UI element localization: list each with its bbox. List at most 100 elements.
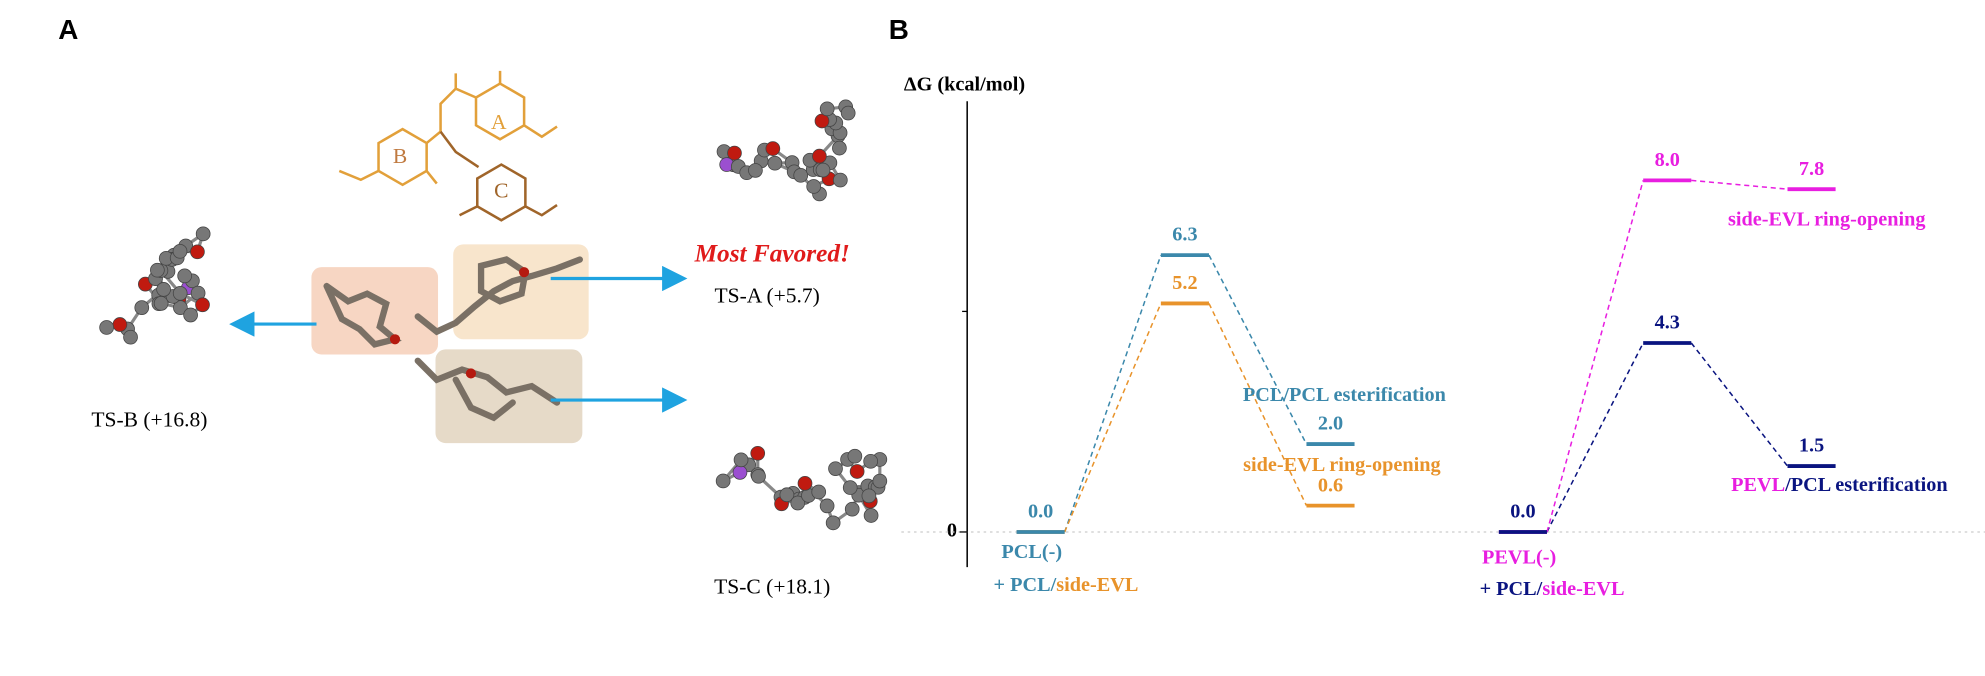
annotation-part: side-EVL ring-opening — [1243, 453, 1440, 475]
atom — [811, 484, 827, 500]
atom — [842, 480, 858, 495]
annotation: + PCL/side-EVL — [993, 574, 1138, 596]
atom — [195, 297, 210, 313]
atom — [751, 468, 766, 484]
value-label: 8.0 — [1655, 149, 1680, 171]
atom — [750, 445, 766, 461]
value-label: 0.0 — [1028, 501, 1053, 523]
annotation: side-EVL ring-opening — [1728, 208, 1925, 230]
atom — [779, 487, 795, 503]
annotation: PEVL(-) — [1482, 546, 1556, 568]
atom — [123, 329, 138, 345]
connector — [1691, 179, 1788, 190]
atom — [765, 141, 781, 156]
panel-label: B — [889, 14, 909, 45]
atom — [872, 473, 888, 489]
ring-label: C — [494, 178, 508, 202]
molecules — [99, 99, 888, 531]
annotation-part: /PCL esterification — [1784, 474, 1948, 496]
connector — [1208, 303, 1308, 506]
annotation-part: + PCL/ — [993, 574, 1056, 596]
annotation-part: PCL/PCL esterification — [1243, 384, 1446, 406]
annotation-part: PEVL(-) — [1482, 546, 1556, 568]
connector — [1063, 303, 1162, 533]
atom — [828, 461, 843, 476]
annotation-part: side-EVL ring-opening — [1728, 208, 1925, 230]
atom — [832, 172, 848, 188]
atom — [732, 465, 748, 480]
atom — [825, 515, 841, 531]
annotation-part: side-EVL — [1056, 574, 1138, 596]
atom — [844, 501, 860, 517]
atom — [173, 300, 188, 315]
annotation: side-EVL ring-opening — [1243, 453, 1440, 475]
connector — [1063, 254, 1162, 533]
value-label: 5.2 — [1172, 272, 1197, 294]
y-axis-label: ΔG (kcal/mol) — [904, 74, 1025, 96]
ring-label: A — [491, 110, 507, 134]
annotation: PCL(-) — [1001, 541, 1062, 563]
chemical-structure — [338, 70, 558, 222]
arrows — [229, 265, 688, 413]
annotation: + PCL/side-EVL — [1480, 578, 1625, 600]
annotation: PEVL/PCL esterification — [1731, 474, 1948, 496]
panel-label: A — [58, 14, 78, 45]
atom — [863, 508, 879, 523]
atom — [793, 167, 809, 183]
atom — [150, 262, 165, 278]
atom — [190, 244, 205, 260]
atom — [849, 464, 865, 479]
stick-model — [323, 256, 583, 422]
value-label: 2.0 — [1318, 413, 1343, 435]
structure-label: TS-A (+5.7) — [714, 283, 819, 307]
structure-label: TS-B (+16.8) — [91, 407, 207, 431]
atom — [748, 163, 763, 178]
energy-diagram: 0 5.2 0.6 0.0 6.3 2.0 PCL(-) + PCL/side-EVL PCL/… — [901, 101, 1985, 600]
atom — [183, 307, 198, 323]
ring-label: B — [393, 144, 407, 168]
atom — [195, 226, 211, 242]
atom — [815, 162, 831, 178]
atom — [715, 473, 731, 489]
atom — [727, 145, 742, 161]
atom — [812, 148, 827, 164]
value-label: 0.6 — [1318, 474, 1343, 496]
atom — [832, 140, 847, 156]
connector — [1208, 254, 1308, 445]
oxygen-atoms — [389, 267, 530, 379]
atom — [156, 282, 171, 297]
connector — [1546, 342, 1644, 533]
atom — [840, 105, 856, 121]
atom — [134, 300, 150, 315]
atom — [797, 476, 813, 491]
atom — [861, 488, 877, 504]
annotation-part: PEVL — [1731, 474, 1785, 496]
atom — [177, 268, 193, 284]
atom — [819, 101, 835, 117]
value-label: 6.3 — [1172, 224, 1197, 246]
atom — [767, 155, 783, 171]
annotation-part: side-EVL — [1542, 578, 1624, 600]
annotation-part: PCL(-) — [1001, 541, 1062, 563]
value-label: 1.5 — [1799, 435, 1824, 457]
atom — [863, 453, 879, 469]
ring-labels: A B C — [393, 110, 509, 202]
atom — [99, 320, 114, 335]
value-label: 4.3 — [1655, 312, 1680, 334]
atom — [790, 495, 806, 511]
atom — [172, 285, 188, 301]
atom — [172, 243, 188, 259]
atom — [112, 317, 128, 332]
connector — [1546, 180, 1644, 533]
annotation-part: + PCL/ — [1480, 578, 1543, 600]
atom — [153, 296, 169, 311]
value-label: 0.0 — [1510, 501, 1535, 523]
atom — [733, 452, 749, 468]
atom — [806, 179, 822, 194]
atom — [814, 113, 830, 129]
atom — [819, 498, 835, 514]
headline: Most Favored! — [694, 240, 850, 268]
value-label: 7.8 — [1799, 158, 1824, 180]
